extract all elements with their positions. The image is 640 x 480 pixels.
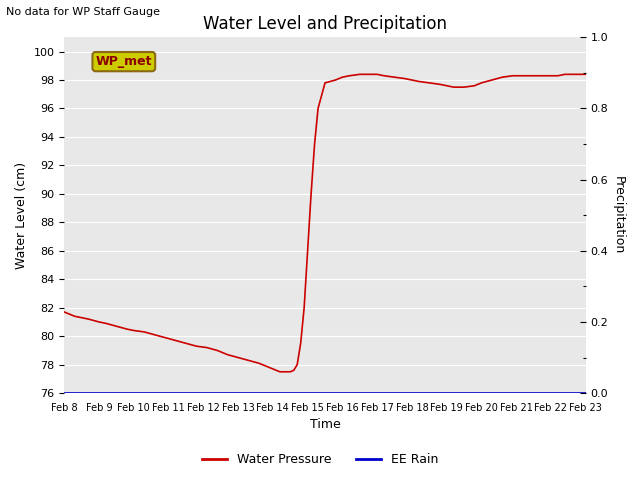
Y-axis label: Precipitation: Precipitation xyxy=(612,176,625,254)
Text: No data for WP Staff Gauge: No data for WP Staff Gauge xyxy=(6,7,161,17)
Y-axis label: Water Level (cm): Water Level (cm) xyxy=(15,162,28,269)
Legend: Water Pressure, EE Rain: Water Pressure, EE Rain xyxy=(196,448,444,471)
Title: Water Level and Precipitation: Water Level and Precipitation xyxy=(203,15,447,33)
X-axis label: Time: Time xyxy=(310,419,340,432)
Text: WP_met: WP_met xyxy=(95,55,152,68)
